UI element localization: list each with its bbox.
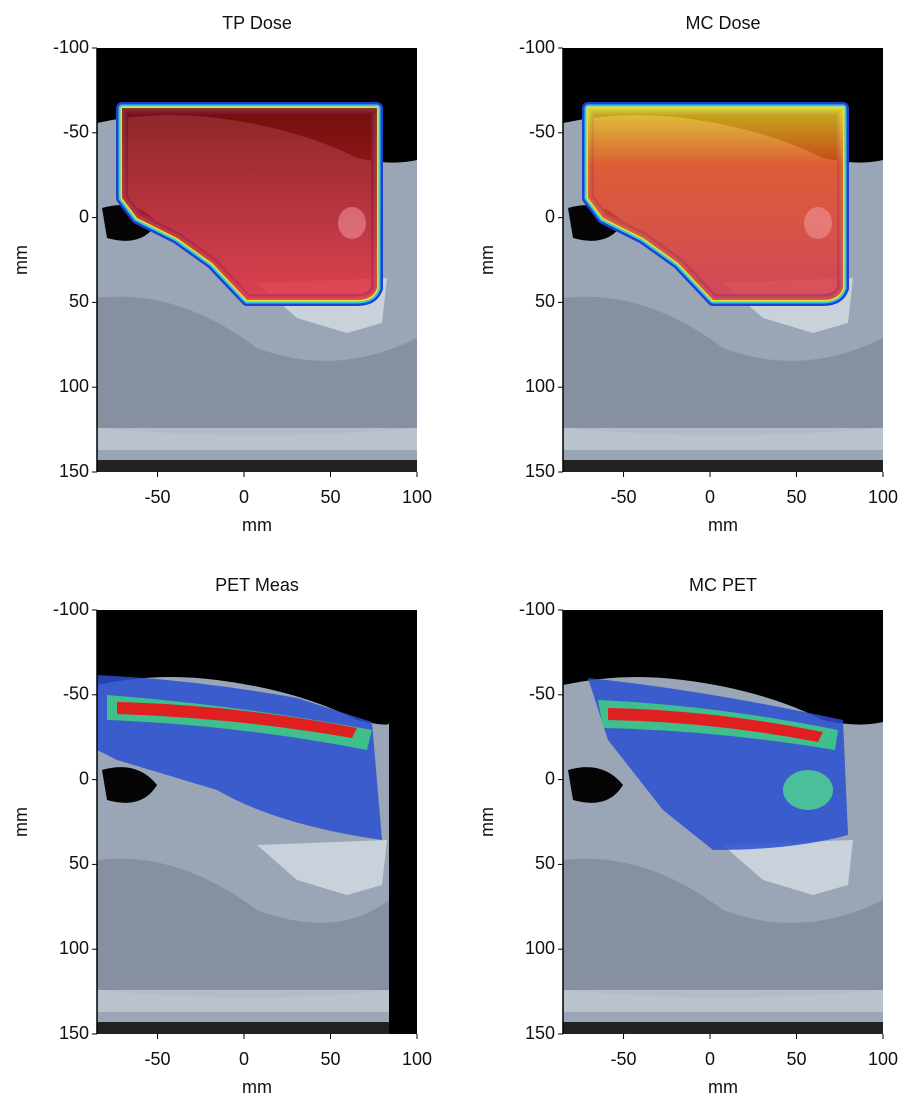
y-tick-label: 0 xyxy=(545,206,555,226)
y-tick-label: 0 xyxy=(79,206,89,226)
y-tick-label: 0 xyxy=(545,768,555,788)
x-tick-label: 0 xyxy=(239,487,249,507)
x-tick-label: -50 xyxy=(145,1049,171,1069)
x-tick-label: 100 xyxy=(868,1049,898,1069)
y-tick-label: -50 xyxy=(529,684,555,704)
ct-air-pocket xyxy=(568,767,623,803)
ct-soft-tissue xyxy=(97,858,389,998)
y-axis-label: mm xyxy=(11,245,31,275)
ct-soft-tissue xyxy=(563,858,883,998)
panel-title: MC Dose xyxy=(685,13,760,33)
x-axis-label: mm xyxy=(242,1077,272,1097)
y-tick-label: 100 xyxy=(525,376,555,396)
ct-lower-band xyxy=(563,1022,883,1034)
x-tick-label: 0 xyxy=(239,1049,249,1069)
y-tick-label: -50 xyxy=(63,122,89,142)
panel-title: TP Dose xyxy=(222,13,292,33)
x-axis-label: mm xyxy=(708,515,738,535)
y-tick-label: -100 xyxy=(519,599,555,619)
x-tick-label: -50 xyxy=(611,487,637,507)
x-tick-label: 100 xyxy=(402,1049,432,1069)
ct-soft-tissue xyxy=(563,296,883,436)
pet-hot xyxy=(117,702,357,738)
y-tick-label: -100 xyxy=(519,37,555,57)
dose-hotspot xyxy=(804,207,832,239)
panel xyxy=(97,610,417,1034)
y-tick-label: -100 xyxy=(53,599,89,619)
x-tick-label: -50 xyxy=(145,487,171,507)
x-tick-label: -50 xyxy=(611,1049,637,1069)
y-tick-label: 150 xyxy=(525,1023,555,1043)
x-tick-label: 50 xyxy=(320,1049,340,1069)
x-tick-label: 50 xyxy=(786,1049,806,1069)
x-tick-label: 0 xyxy=(705,1049,715,1069)
panel-title: MC PET xyxy=(689,575,757,595)
dose-region xyxy=(588,108,843,300)
ct-lower-band xyxy=(97,1022,389,1034)
pet-hot xyxy=(608,708,823,742)
x-tick-label: 50 xyxy=(786,487,806,507)
y-tick-label: -50 xyxy=(63,684,89,704)
x-tick-label: 100 xyxy=(402,487,432,507)
y-tick-label: 0 xyxy=(79,768,89,788)
panel xyxy=(563,610,883,1034)
dose-hotspot xyxy=(338,207,366,239)
panel xyxy=(563,48,883,472)
ct-lower-band xyxy=(97,460,417,472)
y-tick-label: 50 xyxy=(69,291,89,311)
dose-region xyxy=(122,108,377,300)
x-tick-label: 100 xyxy=(868,487,898,507)
ct-table xyxy=(97,990,389,1012)
y-axis-label: mm xyxy=(477,245,497,275)
y-tick-label: 50 xyxy=(535,853,555,873)
ct-lower-band xyxy=(563,460,883,472)
y-tick-label: 100 xyxy=(59,376,89,396)
y-tick-label: 150 xyxy=(525,461,555,481)
panel xyxy=(97,48,417,472)
pet-hotspot xyxy=(783,770,833,810)
x-tick-label: 0 xyxy=(705,487,715,507)
x-tick-label: 50 xyxy=(320,487,340,507)
ct-table xyxy=(563,990,883,1012)
ct-vertebra xyxy=(723,840,853,895)
y-axis-label: mm xyxy=(477,807,497,837)
y-axis-label: mm xyxy=(11,807,31,837)
y-tick-label: -100 xyxy=(53,37,89,57)
y-tick-label: 150 xyxy=(59,461,89,481)
ct-vertebra xyxy=(257,840,387,895)
ct-soft-tissue xyxy=(97,296,417,436)
y-tick-label: 50 xyxy=(69,853,89,873)
ct-table xyxy=(563,428,883,450)
x-axis-label: mm xyxy=(242,515,272,535)
y-tick-label: 100 xyxy=(59,938,89,958)
y-tick-label: 150 xyxy=(59,1023,89,1043)
y-tick-label: -50 xyxy=(529,122,555,142)
ct-table xyxy=(97,428,417,450)
ct-air-pocket xyxy=(102,767,157,803)
panel-title: PET Meas xyxy=(215,575,299,595)
x-axis-label: mm xyxy=(708,1077,738,1097)
y-tick-label: 50 xyxy=(535,291,555,311)
y-tick-label: 100 xyxy=(525,938,555,958)
